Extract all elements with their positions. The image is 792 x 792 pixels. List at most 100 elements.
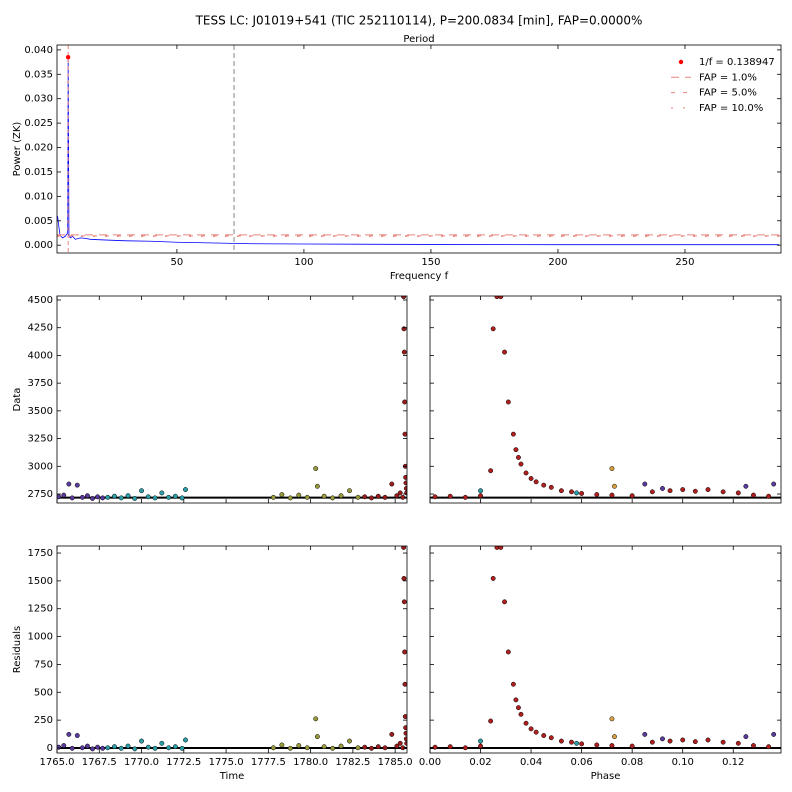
data-point bbox=[338, 493, 344, 499]
data-point bbox=[179, 495, 185, 501]
x-tick-label: 1767.5 bbox=[82, 757, 117, 768]
plot-area bbox=[57, 296, 407, 501]
y-tick-label: 500 bbox=[34, 687, 53, 698]
data-point bbox=[330, 495, 336, 501]
data-point bbox=[612, 734, 617, 740]
data-point bbox=[125, 743, 131, 749]
x-tick-label: 1780.0 bbox=[293, 757, 328, 768]
data-point bbox=[66, 731, 72, 737]
data-point bbox=[296, 743, 302, 748]
data-point bbox=[490, 575, 496, 581]
data-point bbox=[629, 493, 635, 499]
data-point bbox=[296, 492, 302, 498]
data-point bbox=[660, 486, 665, 491]
data-point bbox=[612, 483, 617, 489]
data-point bbox=[432, 494, 438, 500]
data-point bbox=[498, 296, 504, 300]
data-point bbox=[145, 744, 151, 750]
data-point bbox=[533, 479, 539, 485]
data-point bbox=[569, 489, 574, 495]
data-point bbox=[720, 489, 726, 495]
data-point bbox=[502, 349, 507, 355]
data-point bbox=[279, 492, 285, 498]
x-tick-label: 1777.5 bbox=[251, 757, 286, 768]
data-point bbox=[548, 735, 554, 741]
data-point bbox=[692, 739, 698, 745]
data-point bbox=[394, 743, 400, 749]
data-point bbox=[518, 711, 524, 717]
data-point bbox=[389, 481, 395, 487]
x-tick-label: 1772.5 bbox=[166, 757, 201, 768]
data-point bbox=[403, 725, 407, 731]
y-tick-label: 0.020 bbox=[24, 143, 53, 154]
data-point bbox=[432, 744, 438, 750]
data-point bbox=[579, 741, 585, 747]
data-point bbox=[401, 296, 407, 300]
data-point bbox=[105, 745, 111, 751]
data-point bbox=[382, 745, 388, 751]
data-point bbox=[751, 492, 756, 498]
x-tick-label: 1775.0 bbox=[209, 757, 244, 768]
data-point bbox=[69, 745, 75, 751]
data-point bbox=[369, 745, 374, 751]
x-tick-label: 1785.0 bbox=[378, 757, 413, 768]
x-tick-label: 100 bbox=[294, 257, 313, 268]
data-point bbox=[447, 744, 453, 750]
data-point bbox=[402, 681, 407, 687]
data-point bbox=[270, 745, 276, 751]
data-point bbox=[705, 487, 711, 493]
y-tick-label: 250 bbox=[34, 715, 53, 726]
data-point bbox=[397, 740, 403, 746]
x-axis-label: Time bbox=[219, 771, 244, 782]
data-point bbox=[166, 494, 172, 500]
y-axis-label: Data bbox=[12, 388, 23, 412]
x-tick-label: 0.06 bbox=[570, 757, 592, 768]
data-point bbox=[642, 481, 648, 487]
data-point bbox=[705, 737, 711, 743]
y-tick-label: 1000 bbox=[28, 632, 53, 643]
data-point bbox=[321, 493, 327, 499]
data-point bbox=[179, 745, 185, 751]
legend-label: FAP = 10.0% bbox=[699, 103, 763, 114]
data-point bbox=[771, 731, 777, 737]
y-tick-label: 0.010 bbox=[24, 191, 53, 202]
data-point bbox=[403, 730, 407, 736]
data-point bbox=[66, 481, 72, 487]
legend-label: FAP = 5.0% bbox=[699, 88, 757, 99]
data-point bbox=[95, 744, 101, 750]
peak-marker bbox=[65, 55, 71, 60]
data-point bbox=[369, 495, 374, 501]
data-point bbox=[574, 490, 580, 496]
y-tick-label: 3250 bbox=[28, 434, 53, 445]
data-point bbox=[558, 488, 564, 494]
data-point bbox=[100, 745, 106, 751]
data-point bbox=[680, 487, 686, 493]
y-tick-label: 0.025 bbox=[24, 118, 53, 129]
axes-frame bbox=[56, 295, 408, 504]
data-point bbox=[660, 736, 665, 742]
x-tick-label: 200 bbox=[548, 257, 567, 268]
data-point bbox=[304, 745, 310, 751]
data-point bbox=[183, 487, 188, 493]
data-point bbox=[304, 494, 310, 500]
data-point bbox=[375, 744, 381, 750]
data-point bbox=[159, 490, 165, 496]
data-point bbox=[69, 495, 75, 501]
data-point bbox=[401, 575, 407, 581]
data-point bbox=[594, 742, 600, 748]
legend-label: 1/f = 0.138947 bbox=[699, 57, 775, 68]
data-point bbox=[505, 399, 511, 405]
data-point bbox=[720, 739, 726, 745]
data-point bbox=[183, 737, 188, 743]
data-point bbox=[401, 326, 407, 332]
data-point bbox=[172, 744, 178, 750]
data-point bbox=[347, 738, 352, 744]
axes-frame bbox=[429, 295, 782, 504]
data-point bbox=[321, 744, 327, 750]
data-point bbox=[61, 743, 67, 748]
data-point bbox=[314, 483, 320, 489]
data-point bbox=[90, 496, 95, 501]
data-point bbox=[79, 494, 85, 500]
data-point bbox=[515, 705, 521, 711]
data-point bbox=[139, 488, 144, 494]
